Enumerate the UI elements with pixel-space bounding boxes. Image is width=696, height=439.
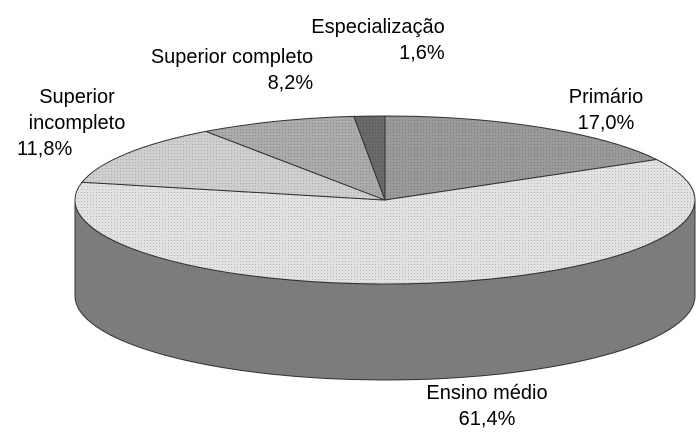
- label-value: 8,2%: [267, 72, 314, 94]
- slice-texture: [205, 116, 385, 200]
- label-value: 11,8%: [17, 138, 73, 160]
- slice-label: Superior incompleto 11,8%: [17, 84, 137, 162]
- label-name: Superior incompleto: [28, 86, 126, 134]
- label-value: 1,6%: [399, 42, 445, 64]
- label-name: Superior completo: [150, 46, 314, 68]
- label-name: Ensino médio: [426, 382, 548, 404]
- label-value: 61,4%: [458, 408, 516, 430]
- slice-label: Ensino médio 61,4%: [426, 380, 547, 432]
- slice-label: Primário 17,0%: [569, 84, 643, 136]
- slice-texture: [385, 116, 657, 200]
- slice-label: Especialização 1,6%: [311, 14, 444, 66]
- slice-texture: [353, 116, 385, 200]
- slice-texture: [82, 131, 386, 200]
- label-value: 17,0%: [577, 112, 635, 134]
- slice-texture: [74, 159, 696, 284]
- label-name: Primário: [568, 86, 644, 108]
- label-name: Especialização: [311, 16, 445, 38]
- slice-label: Superior completo 8,2%: [151, 44, 313, 96]
